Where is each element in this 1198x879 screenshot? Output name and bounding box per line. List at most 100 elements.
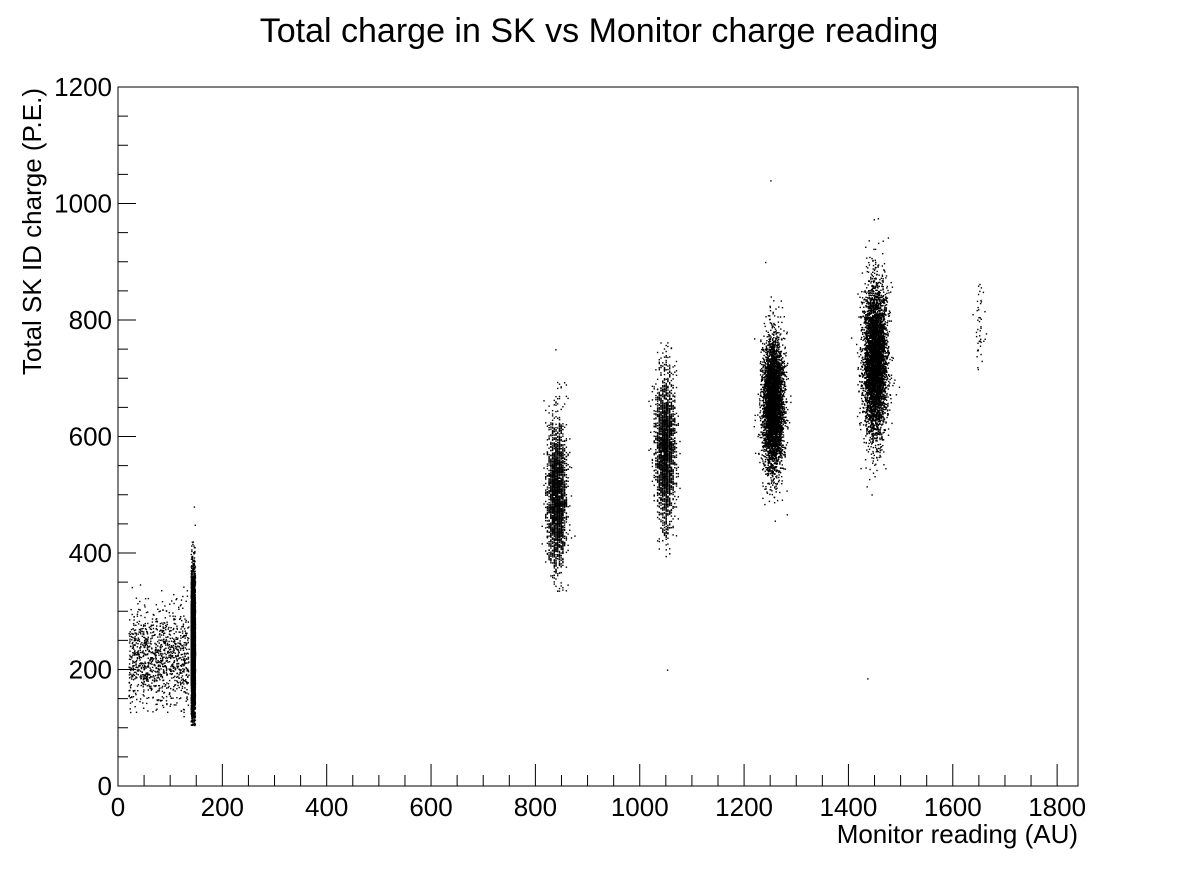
data-point: [162, 669, 165, 671]
data-point: [136, 621, 138, 623]
data-point: [145, 649, 147, 652]
data-point: [167, 652, 169, 654]
data-point: [129, 633, 131, 636]
data-point: [137, 673, 139, 676]
data-point: [194, 719, 197, 721]
data-point: [180, 599, 183, 601]
data-point: [181, 685, 184, 688]
data-point: [157, 645, 159, 647]
data-point: [140, 678, 142, 680]
data-point: [146, 702, 148, 705]
data-point: [156, 677, 158, 679]
data-point: [138, 631, 140, 633]
data-point: [162, 609, 164, 611]
data-point: [193, 722, 196, 724]
data-point: [184, 618, 186, 620]
data-point: [156, 703, 158, 705]
data-point: [168, 654, 170, 657]
data-point: [178, 657, 181, 659]
data-point: [157, 699, 159, 702]
data-point: [146, 644, 148, 647]
data-point: [156, 618, 158, 620]
data-point: [181, 647, 183, 650]
data-point: [166, 659, 168, 662]
data-point: [157, 699, 160, 701]
data-point: [186, 683, 188, 685]
data-point: [150, 676, 152, 678]
data-point: [158, 642, 160, 644]
data-point: [134, 636, 136, 638]
data-point: [141, 674, 144, 676]
data-point: [165, 638, 167, 641]
data-point: [161, 629, 163, 632]
data-point: [185, 642, 187, 644]
data-point: [175, 598, 177, 601]
data-point: [155, 651, 157, 654]
data-point: [160, 629, 162, 631]
data-point: [161, 658, 164, 660]
data-point: [155, 647, 157, 649]
data-point: [132, 690, 134, 692]
data-point: [157, 649, 159, 651]
data-point: [191, 703, 193, 705]
data-point: [160, 639, 162, 642]
data-point: [177, 654, 179, 657]
data-point: [179, 664, 182, 667]
data-point: [132, 668, 135, 670]
data-point: [179, 640, 181, 642]
data-point: [145, 653, 147, 656]
data-point: [165, 625, 168, 627]
data-point: [149, 687, 151, 689]
data-point: [159, 687, 161, 689]
data-point: [170, 627, 172, 629]
data-point: [143, 633, 145, 636]
data-point: [173, 647, 175, 650]
data-point: [138, 608, 140, 611]
data-point: [129, 654, 131, 657]
chart-title: Total charge in SK vs Monitor charge rea…: [260, 12, 938, 50]
data-point: [142, 683, 145, 686]
data-point: [184, 680, 187, 683]
data-point: [190, 566, 192, 568]
data-point: [154, 649, 157, 651]
data-point: [168, 685, 170, 688]
data-point: [162, 697, 165, 699]
data-point: [135, 711, 138, 713]
data-point: [170, 664, 173, 666]
data-point: [157, 652, 160, 654]
data-point: [129, 687, 132, 689]
data-point: [180, 616, 182, 618]
data-point: [139, 700, 141, 703]
data-point: [182, 595, 184, 598]
data-point: [164, 605, 166, 607]
data-point: [181, 687, 184, 689]
data-point: [162, 671, 165, 673]
data-point: [133, 624, 135, 627]
data-point: [183, 659, 185, 661]
data-point: [173, 660, 176, 662]
data-point: [133, 619, 135, 621]
data-point: [158, 650, 160, 652]
data-point: [135, 673, 138, 675]
data-point: [163, 649, 166, 652]
data-point: [170, 645, 173, 647]
data-point: [147, 640, 149, 642]
data-point: [165, 667, 168, 669]
data-point: [146, 632, 148, 634]
data-point: [147, 622, 149, 625]
data-point: [160, 700, 162, 702]
data-point: [135, 659, 138, 662]
data-point: [174, 679, 176, 682]
data-point: [161, 601, 164, 603]
data-point: [167, 661, 169, 663]
data-point: [181, 619, 183, 622]
data-point: [177, 675, 179, 678]
data-point: [169, 669, 171, 671]
data-point: [138, 665, 140, 668]
data-point: [169, 637, 171, 640]
data-point: [137, 683, 140, 686]
data-point: [185, 643, 187, 645]
data-point: [166, 640, 168, 642]
data-point: [181, 632, 184, 634]
data-point: [145, 639, 147, 641]
